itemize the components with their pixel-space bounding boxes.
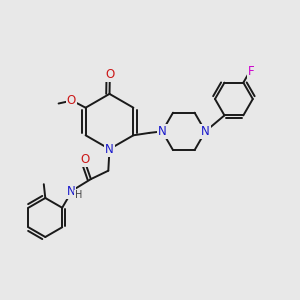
Text: O: O [80,153,89,166]
Text: O: O [105,68,114,81]
Text: N: N [105,142,114,156]
Text: N: N [67,185,76,198]
Text: N: N [201,125,210,138]
Text: F: F [248,65,254,78]
Text: H: H [75,190,82,200]
Text: O: O [67,94,76,107]
Text: N: N [158,125,167,138]
